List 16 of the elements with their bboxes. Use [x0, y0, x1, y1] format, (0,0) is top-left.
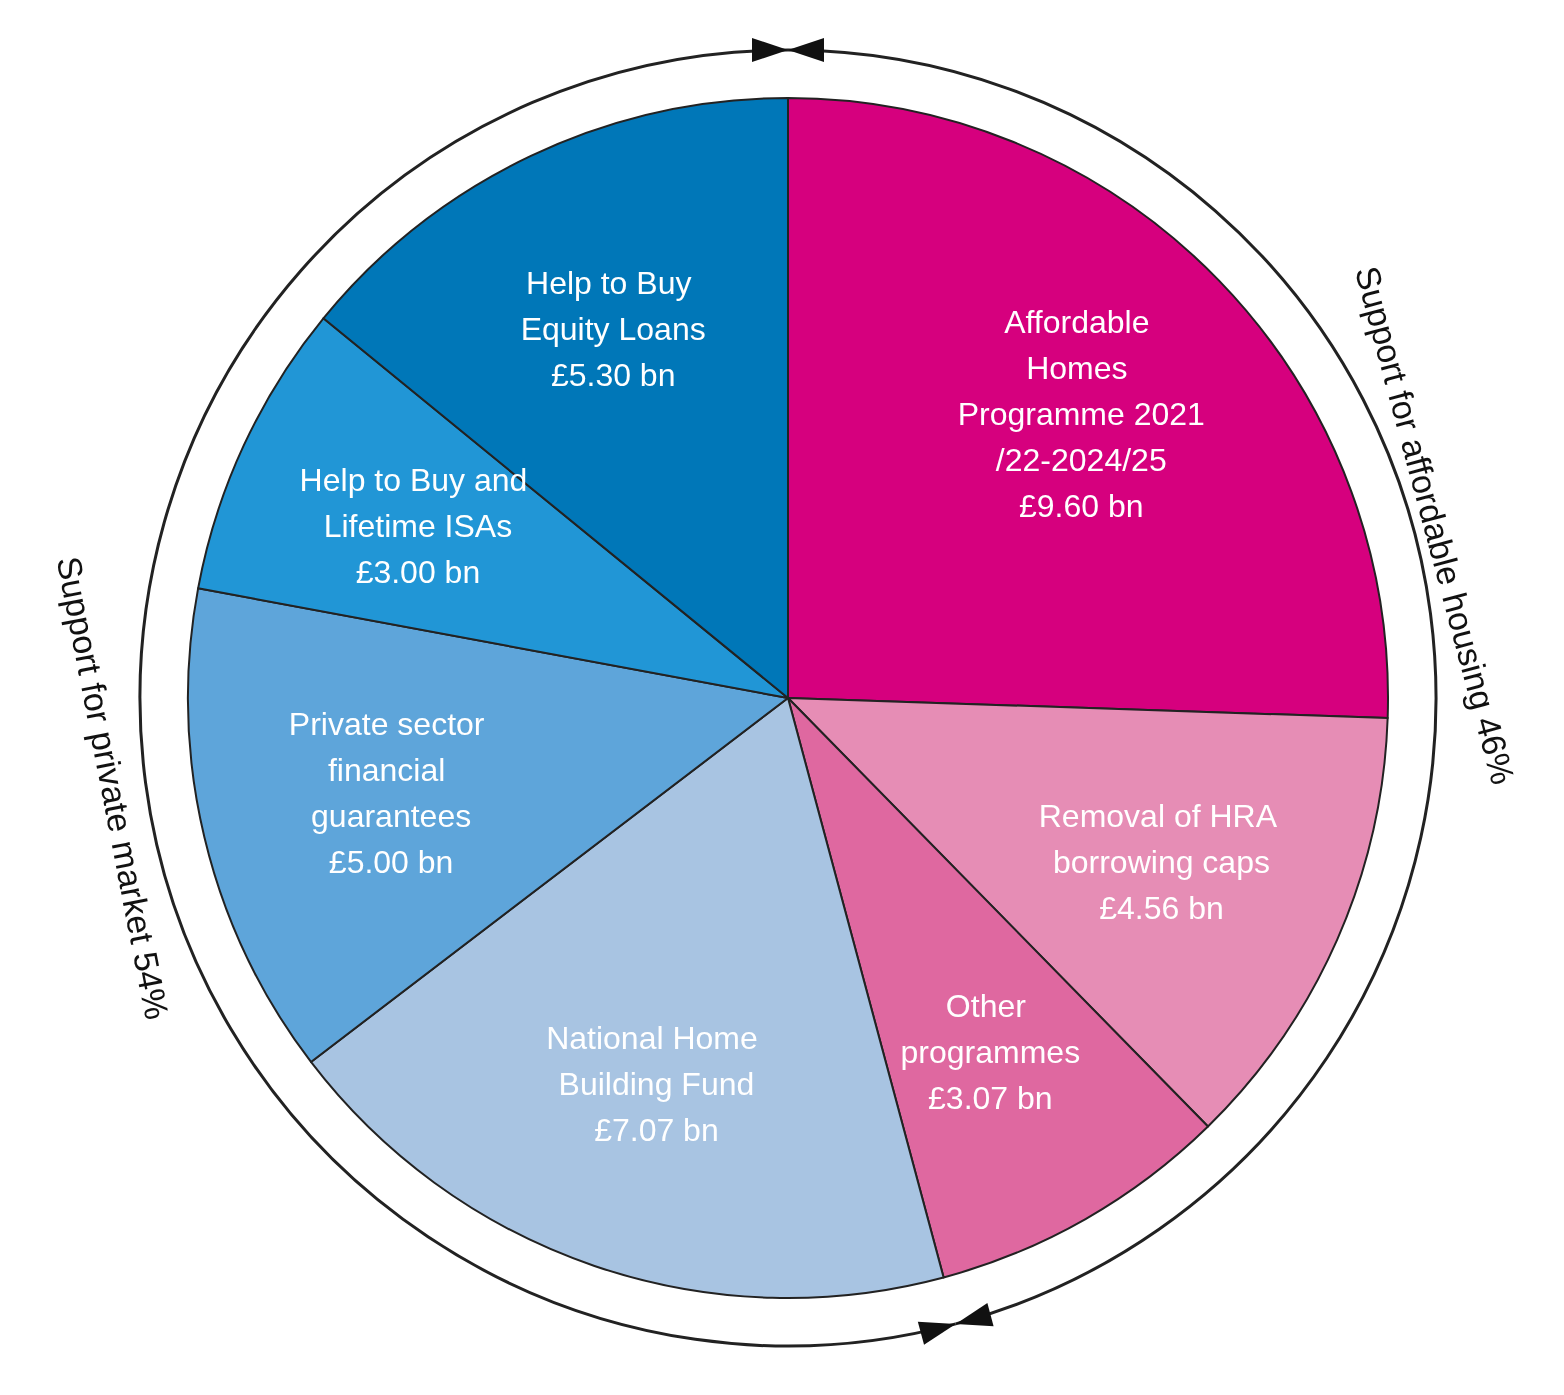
- data-label: £3.07 bn: [928, 1080, 1053, 1117]
- data-label: £3.00 bn: [355, 554, 481, 591]
- data-label: £9.60 bn: [1019, 488, 1144, 525]
- data-label: £5.00 bn: [328, 843, 454, 880]
- text: Support for private market 54%: [49, 553, 177, 1023]
- data-label: £5.30 bn: [550, 357, 676, 394]
- slice-label: Removal of HRA borrowing caps: [1038, 798, 1285, 881]
- slice-label: Affordable Homes Programme 2021/22-2024/25: [957, 304, 1205, 479]
- data-label: £7.07 bn: [594, 1112, 719, 1149]
- slice-label: Help to Buy and Lifetime ISAs: [299, 462, 537, 545]
- slice-label: Other programmes: [900, 988, 1081, 1071]
- data-label: £4.56 bn: [1099, 890, 1224, 927]
- text: Support for affordable housing 46%: [1348, 262, 1523, 789]
- slice-label: National Home Building Fund: [546, 1020, 767, 1103]
- slice-label: Help to Buy Equity Loans: [520, 265, 706, 348]
- slice-label: Private sector financial guarantees: [288, 705, 494, 834]
